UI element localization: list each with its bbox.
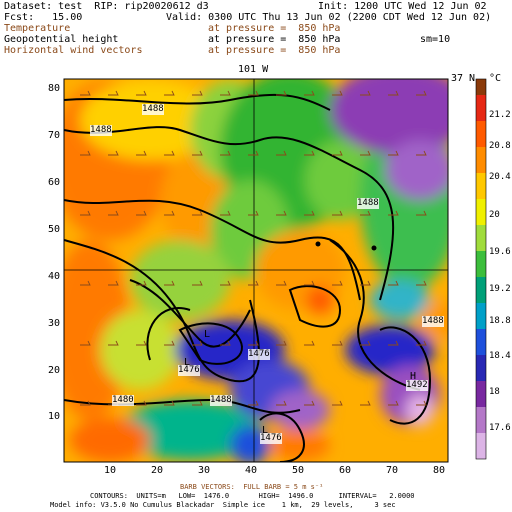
field-name-wind: Horizontal wind vectors [4, 45, 143, 56]
low-marker: L [184, 357, 191, 368]
longitude-label: 101 W [238, 64, 269, 75]
colorbar-label: 17.6 [489, 423, 511, 433]
contour-label: 1488 [90, 125, 112, 136]
x-tick: 60 [339, 465, 352, 476]
x-tick: 20 [151, 465, 164, 476]
x-tick: 30 [198, 465, 211, 476]
colorbar-label: 19.2 [489, 284, 511, 294]
station-dot [371, 245, 377, 251]
wind-barbs [80, 90, 427, 406]
x-tick: 70 [386, 465, 399, 476]
colorbar-label: 21.2 [489, 110, 511, 120]
dataset-label: Dataset: test RIP: rip20020612 d3 [4, 1, 209, 12]
smoothing-label: sm=10 [420, 34, 451, 45]
colorbar-label: 20 [489, 210, 500, 220]
field-pressure-temperature: at pressure = 850 hPa [208, 23, 341, 34]
contour-label: 1492 [406, 380, 428, 391]
y-tick: 40 [48, 271, 61, 282]
contour-label: 1476 [260, 433, 282, 444]
colorbar [475, 78, 487, 460]
colorbar-unit: °C [489, 73, 502, 84]
low-marker: L [262, 425, 269, 436]
y-tick: 70 [48, 130, 61, 141]
y-tick: 50 [48, 224, 61, 235]
field-pressure-wind: at pressure = 850 hPa [208, 45, 341, 56]
forecast-label: Fcst: 15.00 [4, 12, 83, 23]
colorbar-label: 19.6 [489, 247, 511, 257]
contour-label: 1488 [422, 316, 444, 327]
high-marker: H [410, 371, 417, 382]
x-tick: 50 [292, 465, 305, 476]
init-label: Init: 1200 UTC Wed 12 Jun 02 [318, 1, 487, 12]
station-dot [315, 241, 321, 247]
y-tick: 30 [48, 318, 61, 329]
colorbar-label: 18 [489, 387, 500, 397]
y-tick: 20 [48, 365, 61, 376]
colorbar-label: 18.4 [489, 351, 511, 361]
contour-label: 1488 [357, 198, 379, 209]
plot-frame [63, 78, 449, 463]
contour-label: 1476 [248, 349, 270, 360]
low-marker: L [204, 329, 211, 340]
valid-label: Valid: 0300 UTC Thu 13 Jun 02 (2200 CDT … [166, 12, 492, 23]
contour-label: 1476 [178, 365, 200, 376]
contour-label: 1488 [210, 395, 232, 406]
x-tick: 80 [433, 465, 446, 476]
contour-label: 1480 [112, 395, 134, 406]
model-info: Model info: V3.5.0 No Cumulus Blackadar … [50, 501, 396, 509]
y-tick: 10 [48, 411, 61, 422]
y-tick: 80 [48, 83, 61, 94]
field-name-temperature: Temperature [4, 23, 71, 34]
colorbar-label: 18.8 [489, 316, 511, 326]
x-tick: 40 [245, 465, 258, 476]
barb-legend: BARB VECTORS: FULL BARB = 5 m s⁻¹ [180, 483, 324, 491]
latitude-label: 37 N [451, 73, 476, 84]
colorbar-label: 20.8 [489, 141, 511, 151]
field-pressure-height: at pressure = 850 hPa [208, 34, 341, 45]
x-tick: 10 [104, 465, 117, 476]
contour-info: CONTOURS: UNITS=m LOW= 1476.0 HIGH= 1496… [90, 492, 415, 500]
y-tick: 60 [48, 177, 61, 188]
contour-label: 1488 [142, 104, 164, 115]
colorbar-label: 20.4 [489, 172, 511, 182]
field-name-height: Geopotential height [4, 34, 119, 45]
